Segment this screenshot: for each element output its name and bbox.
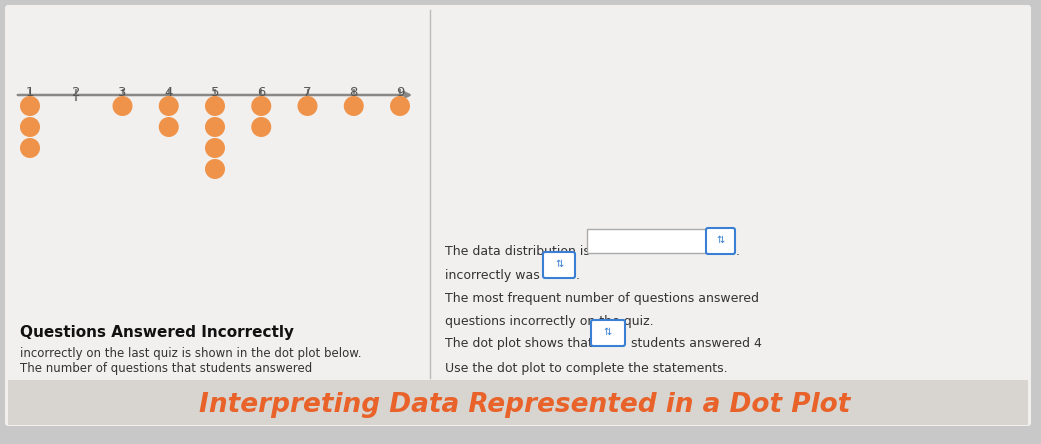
FancyBboxPatch shape xyxy=(543,252,575,278)
Text: .: . xyxy=(576,269,580,282)
Text: Interpreting Data Represented in a Dot Plot: Interpreting Data Represented in a Dot P… xyxy=(199,392,850,418)
Text: ⇅: ⇅ xyxy=(716,235,725,245)
FancyBboxPatch shape xyxy=(591,320,625,346)
Circle shape xyxy=(205,117,225,137)
Text: incorrectly was: incorrectly was xyxy=(445,269,539,282)
FancyBboxPatch shape xyxy=(5,5,1031,426)
Circle shape xyxy=(251,96,272,116)
Circle shape xyxy=(20,138,40,158)
Circle shape xyxy=(158,117,179,137)
Text: 8: 8 xyxy=(350,86,358,99)
Circle shape xyxy=(112,96,132,116)
Circle shape xyxy=(251,117,272,137)
Text: The dot plot shows that: The dot plot shows that xyxy=(445,337,593,350)
Text: students answered 4: students answered 4 xyxy=(627,337,762,350)
Text: Use the dot plot to complete the statements.: Use the dot plot to complete the stateme… xyxy=(445,362,728,375)
Circle shape xyxy=(205,159,225,179)
Text: 9: 9 xyxy=(396,86,404,99)
Text: 3: 3 xyxy=(119,86,127,99)
Circle shape xyxy=(298,96,318,116)
Text: 1: 1 xyxy=(26,86,34,99)
Text: 4: 4 xyxy=(164,86,173,99)
Text: The number of questions that students answered: The number of questions that students an… xyxy=(20,362,312,375)
Text: incorrectly on the last quiz is shown in the dot plot below.: incorrectly on the last quiz is shown in… xyxy=(20,347,361,360)
Circle shape xyxy=(205,96,225,116)
Text: The most frequent number of questions answered: The most frequent number of questions an… xyxy=(445,292,759,305)
FancyBboxPatch shape xyxy=(8,380,1029,425)
Circle shape xyxy=(20,117,40,137)
Circle shape xyxy=(344,96,363,116)
FancyBboxPatch shape xyxy=(587,229,734,253)
Text: 5: 5 xyxy=(210,86,220,99)
Text: The data distribution is: The data distribution is xyxy=(445,245,590,258)
Circle shape xyxy=(390,96,410,116)
Text: 2: 2 xyxy=(72,86,80,99)
Circle shape xyxy=(158,96,179,116)
Circle shape xyxy=(20,96,40,116)
FancyBboxPatch shape xyxy=(706,228,735,254)
Text: 7: 7 xyxy=(303,86,311,99)
Text: ⇅: ⇅ xyxy=(555,259,563,269)
Circle shape xyxy=(205,138,225,158)
Text: ⇅: ⇅ xyxy=(604,327,612,337)
Text: Questions Answered Incorrectly: Questions Answered Incorrectly xyxy=(20,325,294,340)
Text: 6: 6 xyxy=(257,86,265,99)
Text: questions incorrectly on the quiz.: questions incorrectly on the quiz. xyxy=(445,315,654,328)
Text: .: . xyxy=(736,245,740,258)
